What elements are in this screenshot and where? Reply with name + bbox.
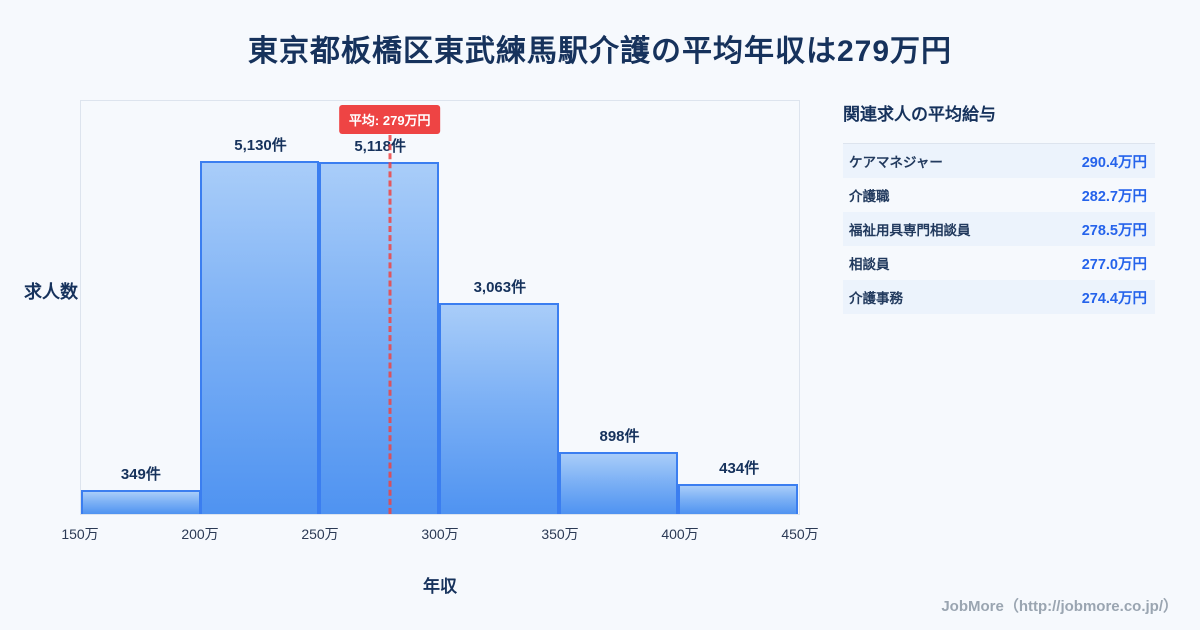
bar-column: 3,063件: [439, 101, 560, 514]
table-row: 福祉用具専門相談員 278.5万円: [843, 212, 1155, 246]
x-tick-label: 450万: [781, 526, 819, 542]
x-tick-label: 250万: [301, 526, 339, 542]
site-credit: JobMore（http://jobmore.co.jp/）: [941, 598, 1178, 615]
x-axis-label: 年収: [423, 577, 457, 596]
bar-value-label: 5,118件: [354, 137, 407, 155]
histogram-bar: [558, 452, 679, 514]
job-title: 介護事務: [849, 291, 903, 306]
x-tick-label: 200万: [181, 526, 219, 542]
job-title: 相談員: [849, 257, 890, 272]
job-title: 福祉用具専門相談員: [849, 223, 971, 238]
bar-column: 5,130件: [199, 101, 321, 514]
job-salary: 290.4万円: [1081, 154, 1147, 171]
bar-value-label: 3,063件: [473, 279, 527, 297]
x-axis-ticks: 150万 200万 250万 300万 350万 400万 450万: [61, 524, 818, 544]
x-tick-label: 300万: [421, 526, 459, 542]
related-jobs-table: ケアマネジャー 290.4万円介護職 282.7万円福祉用具専門相談員 278.5万円…: [843, 143, 1155, 314]
bar-column: 898件: [558, 101, 680, 514]
table-row: 相談員 277.0万円: [843, 246, 1155, 280]
bar-value-label: 898件: [599, 428, 640, 446]
bar-value-label: 434件: [719, 460, 760, 478]
x-tick-label: 150万: [61, 526, 99, 542]
page-title: 東京都板橋区東武練馬駅介護の平均年収は279万円: [247, 35, 953, 68]
bar-column: 5,118件: [319, 101, 440, 514]
histogram-bar: [319, 161, 440, 514]
panel-title: 関連求人の平均給与: [843, 105, 996, 124]
histogram-bar: [439, 303, 559, 514]
histogram-bars: 349件 5,130件 5,118件 3,063件 898件 434件: [81, 101, 799, 514]
table-row: 介護職 282.7万円: [843, 178, 1155, 212]
job-salary: 277.0万円: [1081, 256, 1147, 273]
bar-column: 434件: [678, 101, 799, 514]
table-row: ケアマネジャー 290.4万円: [843, 144, 1155, 178]
job-salary: 278.5万円: [1081, 222, 1147, 239]
histogram-bar: [81, 489, 201, 514]
bar-value-label: 349件: [120, 465, 161, 483]
job-salary: 282.7万円: [1081, 188, 1147, 205]
y-axis-label: 求人数: [24, 282, 78, 302]
average-badge: 平均: 279万円: [338, 105, 441, 134]
histogram-bar: [199, 160, 320, 514]
histogram-bar: [678, 484, 799, 514]
table-row: 介護事務 274.4万円: [843, 280, 1155, 314]
bar-column: 349件: [81, 101, 201, 514]
job-salary: 274.4万円: [1081, 290, 1147, 307]
average-line: [388, 135, 392, 514]
bar-value-label: 5,130件: [234, 136, 287, 154]
related-jobs-panel: 関連求人の平均給与 ケアマネジャー 290.4万円介護職 282.7万円福祉用具専門…: [843, 100, 1155, 314]
job-title: 介護職: [849, 189, 890, 204]
x-tick-label: 350万: [541, 526, 579, 542]
job-title: ケアマネジャー: [849, 155, 943, 170]
x-tick-label: 400万: [661, 526, 699, 542]
histogram-plot-area: 349件 5,130件 5,118件 3,063件 898件 434件 平均: 279万円: [80, 100, 800, 515]
